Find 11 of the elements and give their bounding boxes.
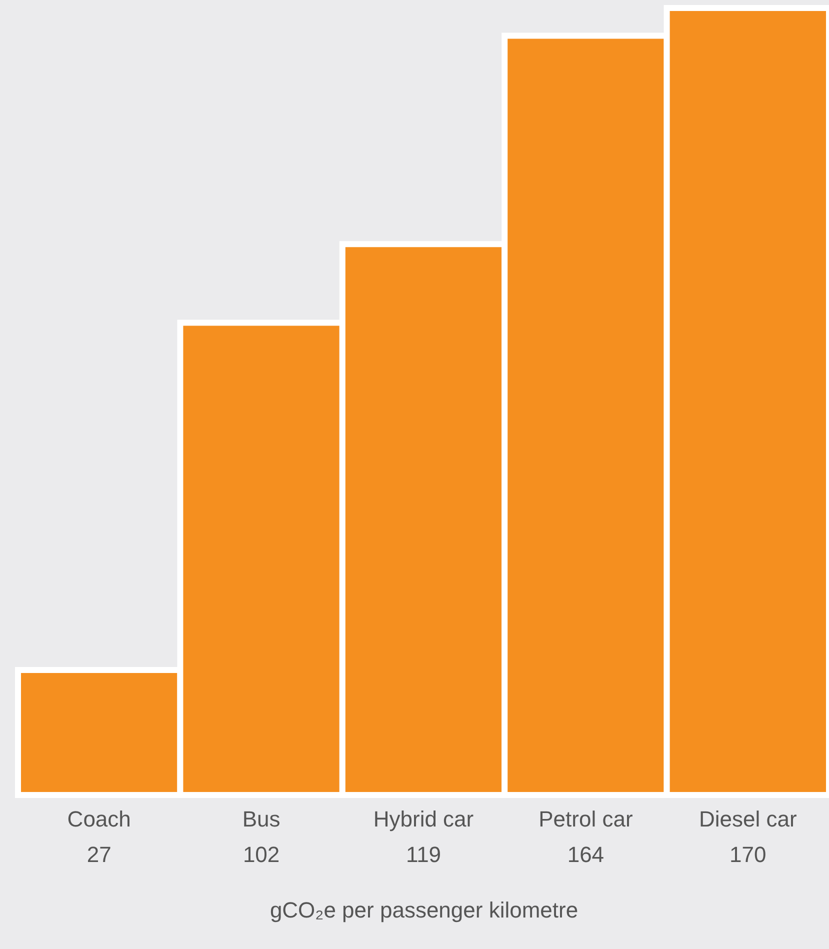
x-tick-label: Coach [67, 806, 131, 832]
x-tick-label: Hybrid car [373, 806, 474, 832]
data-label: 164 [567, 842, 604, 867]
data-label: 27 [86, 842, 112, 867]
x-tick-label: Petrol car [538, 806, 633, 832]
x-tick-label: Diesel car [698, 806, 797, 832]
data-label: 102 [242, 842, 280, 867]
x-tick-label: Bus [242, 806, 280, 832]
data-label: 170 [730, 842, 766, 867]
data-label: 119 [406, 842, 442, 867]
x-axis-title: gCO₂e per passenger kilometre [270, 898, 578, 922]
